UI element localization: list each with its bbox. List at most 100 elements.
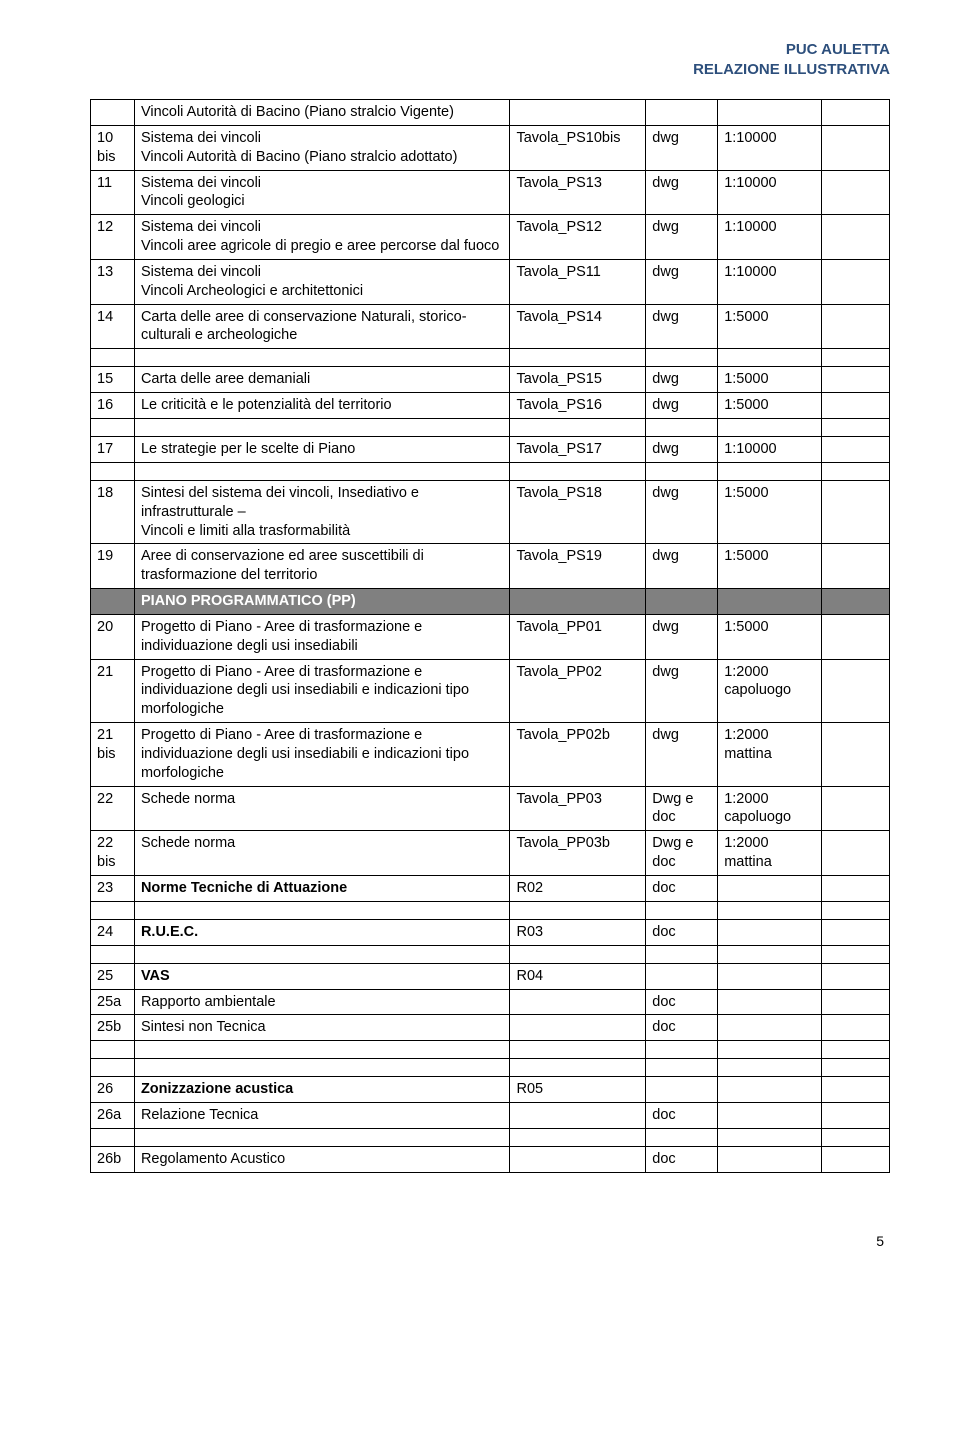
row-format: doc	[646, 876, 718, 902]
row-file: Tavola_PS11	[510, 259, 646, 304]
empty-cell	[822, 462, 890, 480]
row-file: Tavola_PS12	[510, 215, 646, 260]
row-description: Regolamento Acustico	[134, 1146, 510, 1172]
empty-cell	[718, 1041, 822, 1059]
row-description: Sintesi non Tecnica	[134, 1015, 510, 1041]
row-number: 22	[91, 786, 135, 831]
row-number: 15	[91, 367, 135, 393]
empty-cell	[510, 462, 646, 480]
row-number: 19	[91, 544, 135, 589]
empty-cell	[646, 901, 718, 919]
row-description: Le strategie per le scelte di Piano	[134, 436, 510, 462]
row-description: Carta delle aree demaniali	[134, 367, 510, 393]
row-scale: 1:2000 mattina	[718, 831, 822, 876]
row-format: doc	[646, 1103, 718, 1129]
table-row: 23Norme Tecniche di AttuazioneR02doc	[91, 876, 890, 902]
row-scale: 1:5000	[718, 393, 822, 419]
empty-cell	[91, 901, 135, 919]
row-scale: 1:5000	[718, 367, 822, 393]
table-row: 17Le strategie per le scelte di PianoTav…	[91, 436, 890, 462]
row-description: R.U.E.C.	[134, 919, 510, 945]
row-description: Progetto di Piano - Aree di trasformazio…	[134, 723, 510, 787]
row-description: Sintesi del sistema dei vincoli, Insedia…	[134, 480, 510, 544]
empty-cell	[822, 589, 890, 615]
empty-cell	[646, 1041, 718, 1059]
empty-cell	[91, 418, 135, 436]
header-line2: RELAZIONE ILLUSTRATIVA	[90, 60, 890, 80]
empty-cell	[510, 418, 646, 436]
row-number: 13	[91, 259, 135, 304]
table-row: 26aRelazione Tecnicadoc	[91, 1103, 890, 1129]
row-description: Aree di conservazione ed aree suscettibi…	[134, 544, 510, 589]
row-number: 25	[91, 963, 135, 989]
row-note	[822, 259, 890, 304]
row-scale	[718, 1103, 822, 1129]
empty-cell	[718, 1128, 822, 1146]
row-note	[822, 1015, 890, 1041]
row-file: Tavola_PP02b	[510, 723, 646, 787]
table-row	[91, 901, 890, 919]
row-format: dwg	[646, 480, 718, 544]
row-file	[510, 1146, 646, 1172]
row-note	[822, 170, 890, 215]
row-note	[822, 544, 890, 589]
empty-cell	[822, 418, 890, 436]
empty-cell	[510, 1128, 646, 1146]
row-file: Tavola_PP03	[510, 786, 646, 831]
empty-cell	[822, 349, 890, 367]
row-description: Schede norma	[134, 831, 510, 876]
table-row: 25VASR04	[91, 963, 890, 989]
row-number: 25a	[91, 989, 135, 1015]
row-file	[510, 100, 646, 126]
row-file: Tavola_PS16	[510, 393, 646, 419]
table-row	[91, 1041, 890, 1059]
row-file	[510, 1103, 646, 1129]
row-scale	[718, 100, 822, 126]
row-description: Vincoli Autorità di Bacino (Piano stralc…	[134, 100, 510, 126]
row-format: dwg	[646, 304, 718, 349]
row-file: Tavola_PP01	[510, 614, 646, 659]
empty-cell	[718, 349, 822, 367]
row-number: 22 bis	[91, 831, 135, 876]
table-row: 25bSintesi non Tecnicadoc	[91, 1015, 890, 1041]
row-description: Sistema dei vincoliVincoli geologici	[134, 170, 510, 215]
table-row: 26bRegolamento Acusticodoc	[91, 1146, 890, 1172]
row-note	[822, 831, 890, 876]
empty-cell	[510, 1041, 646, 1059]
row-note	[822, 367, 890, 393]
row-file	[510, 989, 646, 1015]
empty-cell	[646, 1128, 718, 1146]
row-note	[822, 1103, 890, 1129]
empty-cell	[134, 945, 510, 963]
row-format: dwg	[646, 367, 718, 393]
row-scale	[718, 989, 822, 1015]
row-description: Sistema dei vincoliVincoli Autorità di B…	[134, 125, 510, 170]
empty-cell	[91, 1059, 135, 1077]
row-note	[822, 436, 890, 462]
row-file: Tavola_PP03b	[510, 831, 646, 876]
empty-cell	[646, 349, 718, 367]
empty-cell	[91, 1128, 135, 1146]
row-file: Tavola_PS10bis	[510, 125, 646, 170]
row-description: Rapporto ambientale	[134, 989, 510, 1015]
table-row	[91, 462, 890, 480]
table-row: 15Carta delle aree demanialiTavola_PS15d…	[91, 367, 890, 393]
row-description: VAS	[134, 963, 510, 989]
table-row: PIANO PROGRAMMATICO (PP)	[91, 589, 890, 615]
empty-cell	[718, 462, 822, 480]
row-format: doc	[646, 989, 718, 1015]
row-note	[822, 304, 890, 349]
empty-cell	[822, 901, 890, 919]
table-row	[91, 945, 890, 963]
table-row: 22Schede normaTavola_PP03Dwg e doc1:2000…	[91, 786, 890, 831]
row-scale	[718, 919, 822, 945]
header-line1: PUC AULETTA	[90, 40, 890, 60]
table-row	[91, 1128, 890, 1146]
row-file: Tavola_PS19	[510, 544, 646, 589]
row-format	[646, 1077, 718, 1103]
row-description: Schede norma	[134, 786, 510, 831]
table-row: 25aRapporto ambientale doc	[91, 989, 890, 1015]
row-note	[822, 876, 890, 902]
row-number: 21 bis	[91, 723, 135, 787]
row-scale: 1:5000	[718, 544, 822, 589]
